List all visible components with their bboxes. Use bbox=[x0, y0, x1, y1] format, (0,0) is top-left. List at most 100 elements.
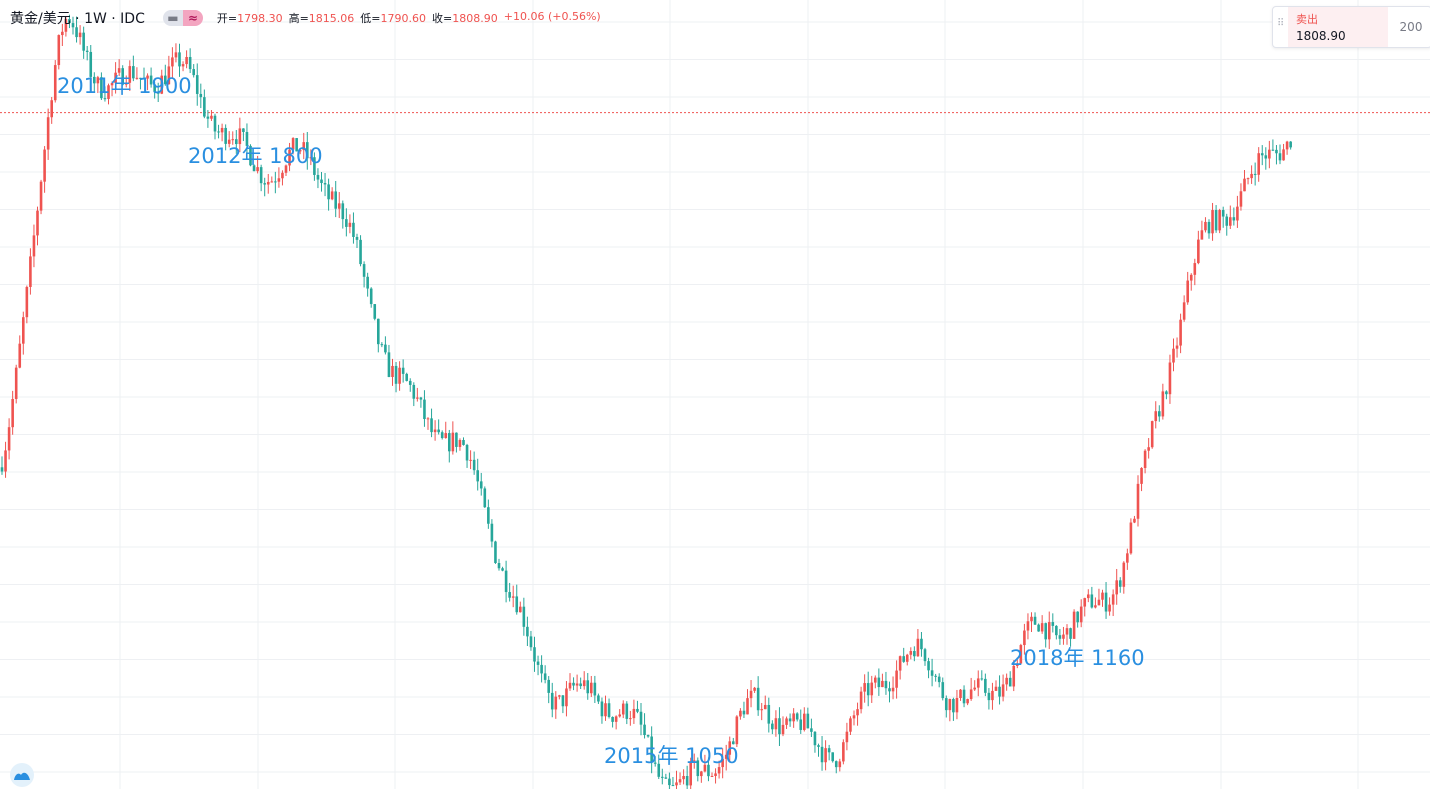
candle-body bbox=[490, 523, 494, 542]
candle-body bbox=[927, 661, 930, 671]
candle-body bbox=[451, 432, 455, 452]
candle-body bbox=[337, 203, 341, 209]
candle-body bbox=[1079, 606, 1083, 623]
change-value: +10.06 (+0.56%) bbox=[503, 10, 601, 23]
candle-body bbox=[1225, 216, 1229, 226]
candle-body bbox=[384, 344, 387, 353]
candle-body bbox=[689, 761, 692, 786]
candle-body bbox=[1133, 518, 1136, 523]
chart-annotations: 2011年 1900 2012年 1800 2015年 1050 2018年 1160 bbox=[57, 74, 1145, 768]
candle-body bbox=[1023, 630, 1026, 646]
high-value: 高=1815.06 bbox=[289, 10, 355, 26]
candle-body bbox=[352, 222, 355, 237]
candle-body bbox=[1108, 604, 1111, 612]
quantity-field[interactable]: 200 bbox=[1399, 20, 1423, 34]
annotation-label-2011: 2011年 1900 bbox=[57, 74, 192, 98]
drag-handle-icon[interactable]: ⠿ bbox=[1277, 18, 1285, 29]
candle-body bbox=[707, 764, 710, 777]
mode-left-icon[interactable]: ▬ bbox=[162, 10, 183, 26]
candle-body bbox=[863, 683, 866, 692]
low-number: 1790.60 bbox=[380, 12, 427, 25]
candle-body bbox=[103, 98, 107, 100]
candle-body bbox=[1001, 684, 1005, 697]
candle-body bbox=[100, 77, 103, 99]
chart-mode-toggle[interactable]: ▬ ≈ bbox=[162, 10, 203, 26]
candle-body bbox=[849, 718, 852, 732]
candle-body bbox=[700, 771, 703, 777]
candle-body bbox=[966, 699, 969, 704]
candle-body bbox=[799, 719, 803, 730]
candle-body bbox=[554, 696, 558, 710]
candle-body bbox=[64, 19, 68, 32]
candle-body bbox=[1218, 210, 1221, 231]
candle-body bbox=[57, 35, 61, 66]
candle-body bbox=[1072, 611, 1076, 639]
candle-body bbox=[1175, 345, 1179, 349]
candle-body bbox=[1182, 302, 1186, 320]
candle-body bbox=[366, 276, 369, 289]
candle-body bbox=[724, 754, 728, 759]
candle-body bbox=[760, 709, 763, 711]
sell-button[interactable]: 卖出 1808.90 bbox=[1288, 7, 1388, 47]
candle-body bbox=[607, 703, 611, 717]
candle-body bbox=[302, 142, 306, 151]
candle-body bbox=[298, 150, 302, 152]
candle-body bbox=[313, 157, 316, 175]
candle-body bbox=[394, 365, 398, 384]
candle-body bbox=[1165, 391, 1168, 395]
candle-body bbox=[1122, 562, 1126, 587]
candle-body bbox=[401, 367, 405, 374]
candle-body bbox=[653, 762, 657, 764]
candle-body bbox=[604, 703, 607, 717]
candle-body bbox=[668, 778, 671, 786]
candle-body bbox=[1076, 611, 1079, 623]
candle-body bbox=[369, 288, 373, 305]
candle-body bbox=[458, 440, 462, 447]
candle-body bbox=[1250, 173, 1253, 179]
candle-body bbox=[621, 703, 625, 715]
candle-body bbox=[1207, 221, 1211, 234]
candle-body bbox=[749, 690, 753, 699]
candle-body bbox=[465, 444, 469, 461]
candle-body bbox=[18, 343, 22, 368]
candle-body bbox=[948, 698, 952, 711]
candle-body bbox=[976, 678, 980, 688]
ohlc-values: 开=1798.30 高=1815.06 低=1790.60 收=1808.90 … bbox=[217, 10, 601, 26]
candle-body bbox=[1140, 467, 1143, 484]
sell-price: 1808.90 bbox=[1296, 29, 1346, 43]
tradingview-logo-icon[interactable] bbox=[9, 763, 35, 787]
candle-body bbox=[387, 352, 391, 377]
candle-body bbox=[600, 701, 604, 717]
candle-body bbox=[1136, 483, 1140, 519]
candle-body bbox=[1008, 677, 1012, 687]
candle-body bbox=[909, 651, 913, 655]
candle-body bbox=[355, 236, 359, 240]
candle-body bbox=[14, 367, 18, 399]
candle-body bbox=[345, 219, 348, 227]
candle-body bbox=[1282, 149, 1285, 161]
candle-body bbox=[281, 172, 284, 179]
candle-body bbox=[348, 222, 352, 227]
candle-body bbox=[203, 97, 206, 117]
candle-body bbox=[472, 459, 476, 471]
mode-right-icon[interactable]: ≈ bbox=[182, 10, 203, 26]
annotation-label-2018: 2018年 1160 bbox=[1010, 646, 1145, 670]
candle-body bbox=[842, 742, 845, 762]
candle-body bbox=[795, 713, 799, 720]
candle-body bbox=[643, 724, 646, 736]
candle-body bbox=[792, 713, 795, 722]
candle-body bbox=[455, 432, 458, 447]
candle-body bbox=[43, 149, 46, 182]
candle-body bbox=[0, 467, 4, 472]
symbol-title[interactable]: 黄金/美元 · 1W · IDC bbox=[10, 11, 145, 27]
candle-body bbox=[788, 718, 792, 722]
candle-body bbox=[1260, 153, 1264, 156]
candle-body bbox=[25, 286, 29, 318]
candle-body bbox=[181, 64, 185, 67]
candle-body bbox=[263, 183, 266, 185]
candle-body bbox=[508, 592, 511, 598]
candle-body bbox=[476, 470, 479, 482]
candle-body bbox=[46, 117, 50, 150]
candle-body bbox=[650, 736, 653, 763]
